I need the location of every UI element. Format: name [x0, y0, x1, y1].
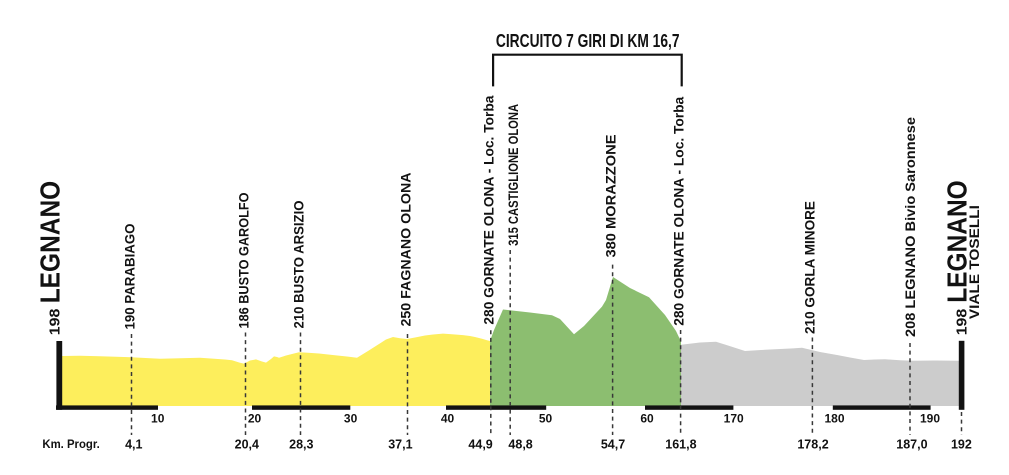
svg-text:37,1: 37,1: [388, 438, 412, 452]
svg-text:190: 190: [920, 412, 940, 426]
svg-text:315 CASTIGLIONE OLONA: 315 CASTIGLIONE OLONA: [506, 104, 521, 246]
svg-text:44,9: 44,9: [468, 438, 492, 452]
svg-text:380 MORAZZONE: 380 MORAZZONE: [604, 135, 619, 258]
svg-text:CIRCUITO 7 GIRI DI KM 16,7: CIRCUITO 7 GIRI DI KM 16,7: [496, 31, 680, 51]
svg-text:210 GORLA MINORE: 210 GORLA MINORE: [803, 201, 818, 334]
svg-text:198: 198: [954, 309, 971, 336]
svg-text:180: 180: [824, 412, 844, 426]
svg-text:208 LEGNANO Bivio Saronnese: 208 LEGNANO Bivio Saronnese: [903, 116, 918, 337]
svg-text:10: 10: [151, 412, 165, 426]
svg-text:178,2: 178,2: [797, 438, 828, 452]
svg-text:250 FAGNANO OLONA: 250 FAGNANO OLONA: [399, 172, 414, 326]
svg-text:VIALE TOSELLI: VIALE TOSELLI: [966, 205, 982, 319]
svg-text:280 GORNATE OLONA - Loc. Torba: 280 GORNATE OLONA - Loc. Torba: [671, 96, 686, 325]
svg-text:30: 30: [344, 412, 358, 426]
svg-text:40: 40: [441, 412, 455, 426]
svg-text:LEGNANO: LEGNANO: [942, 180, 973, 303]
svg-text:48,8: 48,8: [508, 438, 532, 452]
svg-text:192: 192: [951, 438, 972, 452]
svg-text:20,4: 20,4: [235, 438, 259, 452]
svg-text:4,1: 4,1: [125, 438, 142, 452]
svg-text:170: 170: [724, 412, 744, 426]
svg-text:280 GORNATE OLONA - Loc. Torba: 280 GORNATE OLONA - Loc. Torba: [482, 95, 497, 324]
svg-text:186 BUSTO GAROLFO: 186 BUSTO GAROLFO: [237, 193, 252, 329]
svg-text:161,8: 161,8: [665, 438, 696, 452]
svg-text:60: 60: [640, 412, 654, 426]
svg-text:190 PARABIAGO: 190 PARABIAGO: [122, 224, 137, 330]
svg-text:54,7: 54,7: [601, 438, 625, 452]
svg-text:LEGNANO: LEGNANO: [35, 181, 66, 304]
svg-text:210 BUSTO ARSIZIO: 210 BUSTO ARSIZIO: [292, 201, 307, 329]
svg-text:28,3: 28,3: [289, 438, 313, 452]
svg-text:187,0: 187,0: [896, 438, 927, 452]
svg-text:50: 50: [539, 412, 553, 426]
svg-text:Km. Progr.: Km. Progr.: [42, 437, 99, 451]
svg-text:198: 198: [47, 309, 64, 336]
svg-text:20: 20: [248, 412, 262, 426]
